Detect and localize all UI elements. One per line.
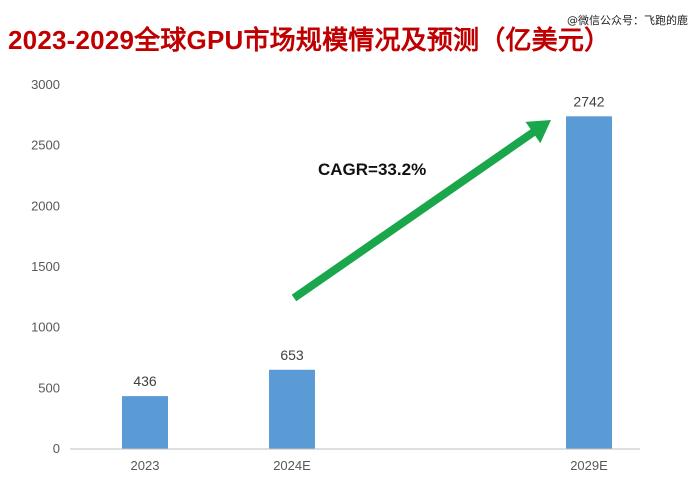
bar-2023 [122,396,168,449]
bar-2024e [269,369,315,449]
x-tick-label: 2023 [131,458,160,473]
cagr-arrow-shaft [291,128,537,302]
cagr-annotation: CAGR=33.2% [291,120,551,302]
y-tick-label: 2000 [31,198,60,213]
x-tick-label: 2024E [273,458,311,473]
x-tick-label: 2029E [570,458,608,473]
cagr-arrow-head [525,120,551,144]
data-label: 653 [280,347,304,363]
watermark-text: @微信公众号：飞跑的鹿 [567,14,688,27]
data-labels: 436 653 2742 [133,93,604,389]
bar-2029e [566,116,612,449]
y-tick-label: 1000 [31,320,60,335]
y-tick-label: 1500 [31,259,60,274]
data-label: 2742 [573,93,604,109]
y-tick-label: 2500 [31,138,60,153]
data-label: 436 [133,373,157,389]
bar-series [122,116,612,449]
y-tick-label: 500 [38,380,60,395]
y-tick-label: 3000 [31,77,60,92]
cagr-label: CAGR=33.2% [318,160,426,179]
y-tick-label: 0 [53,441,60,456]
y-axis: 0 500 1000 1500 2000 2500 3000 [31,77,60,456]
chart-title: 2023-2029全球GPU市场规模情况及预测（亿美元） [8,25,611,55]
x-axis: 2023 2024E 2029E [70,448,640,473]
